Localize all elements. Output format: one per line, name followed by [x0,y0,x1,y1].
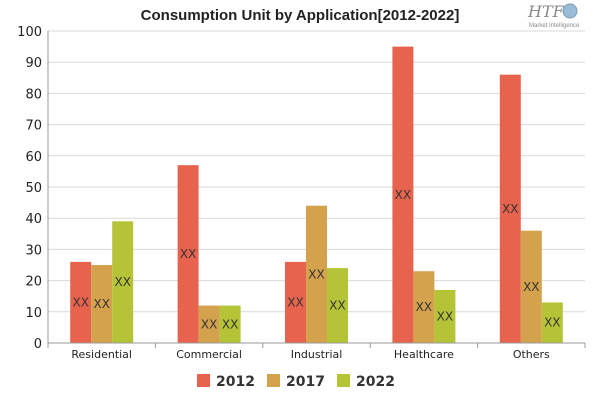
y-tick-label: 90 [25,56,42,71]
bar-2012-industrial [285,261,306,343]
data-label: XX [502,202,518,216]
bar-2012-residential [70,261,92,343]
bar-2022-industrial [327,268,348,343]
bar-2022-commercial [219,305,241,343]
data-label: XX [395,188,411,202]
x-category-label: Healthcare [394,348,454,361]
bar-2017-others [520,230,542,343]
gridlines [48,30,585,313]
bar-2017-commercial [198,305,220,343]
legend-swatch-2022 [337,374,350,387]
bar-2012-others [499,74,521,344]
data-label: XX [93,297,109,311]
data-label: XX [544,316,560,330]
x-category-label: Commercial [176,348,242,361]
y-tick-label: 40 [25,212,42,227]
legend-swatch-2012 [197,374,210,387]
legend-label-2012: 2012 [216,374,255,390]
x-category-label: Others [513,348,550,361]
data-label: XX [180,247,196,261]
y-tick-label: 60 [25,150,42,165]
legend-label-2017: 2017 [286,374,325,390]
bar-2017-healthcare [413,271,435,343]
y-tick-label: 50 [25,181,42,196]
data-label: XX [222,317,238,331]
bar-2017-residential [91,265,113,343]
data-label: XX [287,295,303,309]
bar-2022-residential [112,221,134,343]
bar-2017-industrial [306,205,327,343]
data-label: XX [201,317,217,331]
legend: 2012 2017 2022 [197,374,395,390]
bar-2012-commercial [177,165,199,343]
data-label: XX [416,300,432,314]
y-tick-label: 100 [17,25,42,40]
data-labels: XX XX XX XX XX XX XX XX XX XX XX XX XX XX XX [72,188,560,331]
y-tick-label: 20 [25,275,42,290]
y-tick-label: 80 [25,87,42,102]
logo-tagline: Market Intelligence [529,23,580,29]
chart-title: Consumption Unit by Application[2012-202… [141,7,460,24]
htf-logo: HTF Market Intelligence [527,2,580,29]
y-tick-label: 10 [25,306,42,321]
data-label: XX [523,280,539,294]
bar-2022-others [541,302,563,343]
logo-brand: HTF [527,2,565,21]
legend-swatch-2017 [267,374,280,387]
y-axis: 0 10 20 30 40 50 60 70 80 90 100 [17,25,49,352]
y-tick-label: 0 [34,337,42,352]
x-axis: Residential Commercial Industrial Healthcar… [47,342,586,361]
data-label: XX [308,267,324,281]
data-label: XX [329,299,345,313]
logo-globe-icon [562,3,578,19]
y-tick-label: 30 [25,243,42,258]
data-label: XX [72,295,88,309]
y-tick-label: 70 [25,119,42,134]
bars [70,46,563,344]
x-category-label: Industrial [291,348,343,361]
bar-2012-healthcare [392,46,414,343]
data-label: XX [114,275,130,289]
data-label: XX [437,309,453,323]
x-category-label: Residential [71,348,132,361]
legend-label-2022: 2022 [356,374,395,390]
bar-2022-healthcare [434,289,456,343]
